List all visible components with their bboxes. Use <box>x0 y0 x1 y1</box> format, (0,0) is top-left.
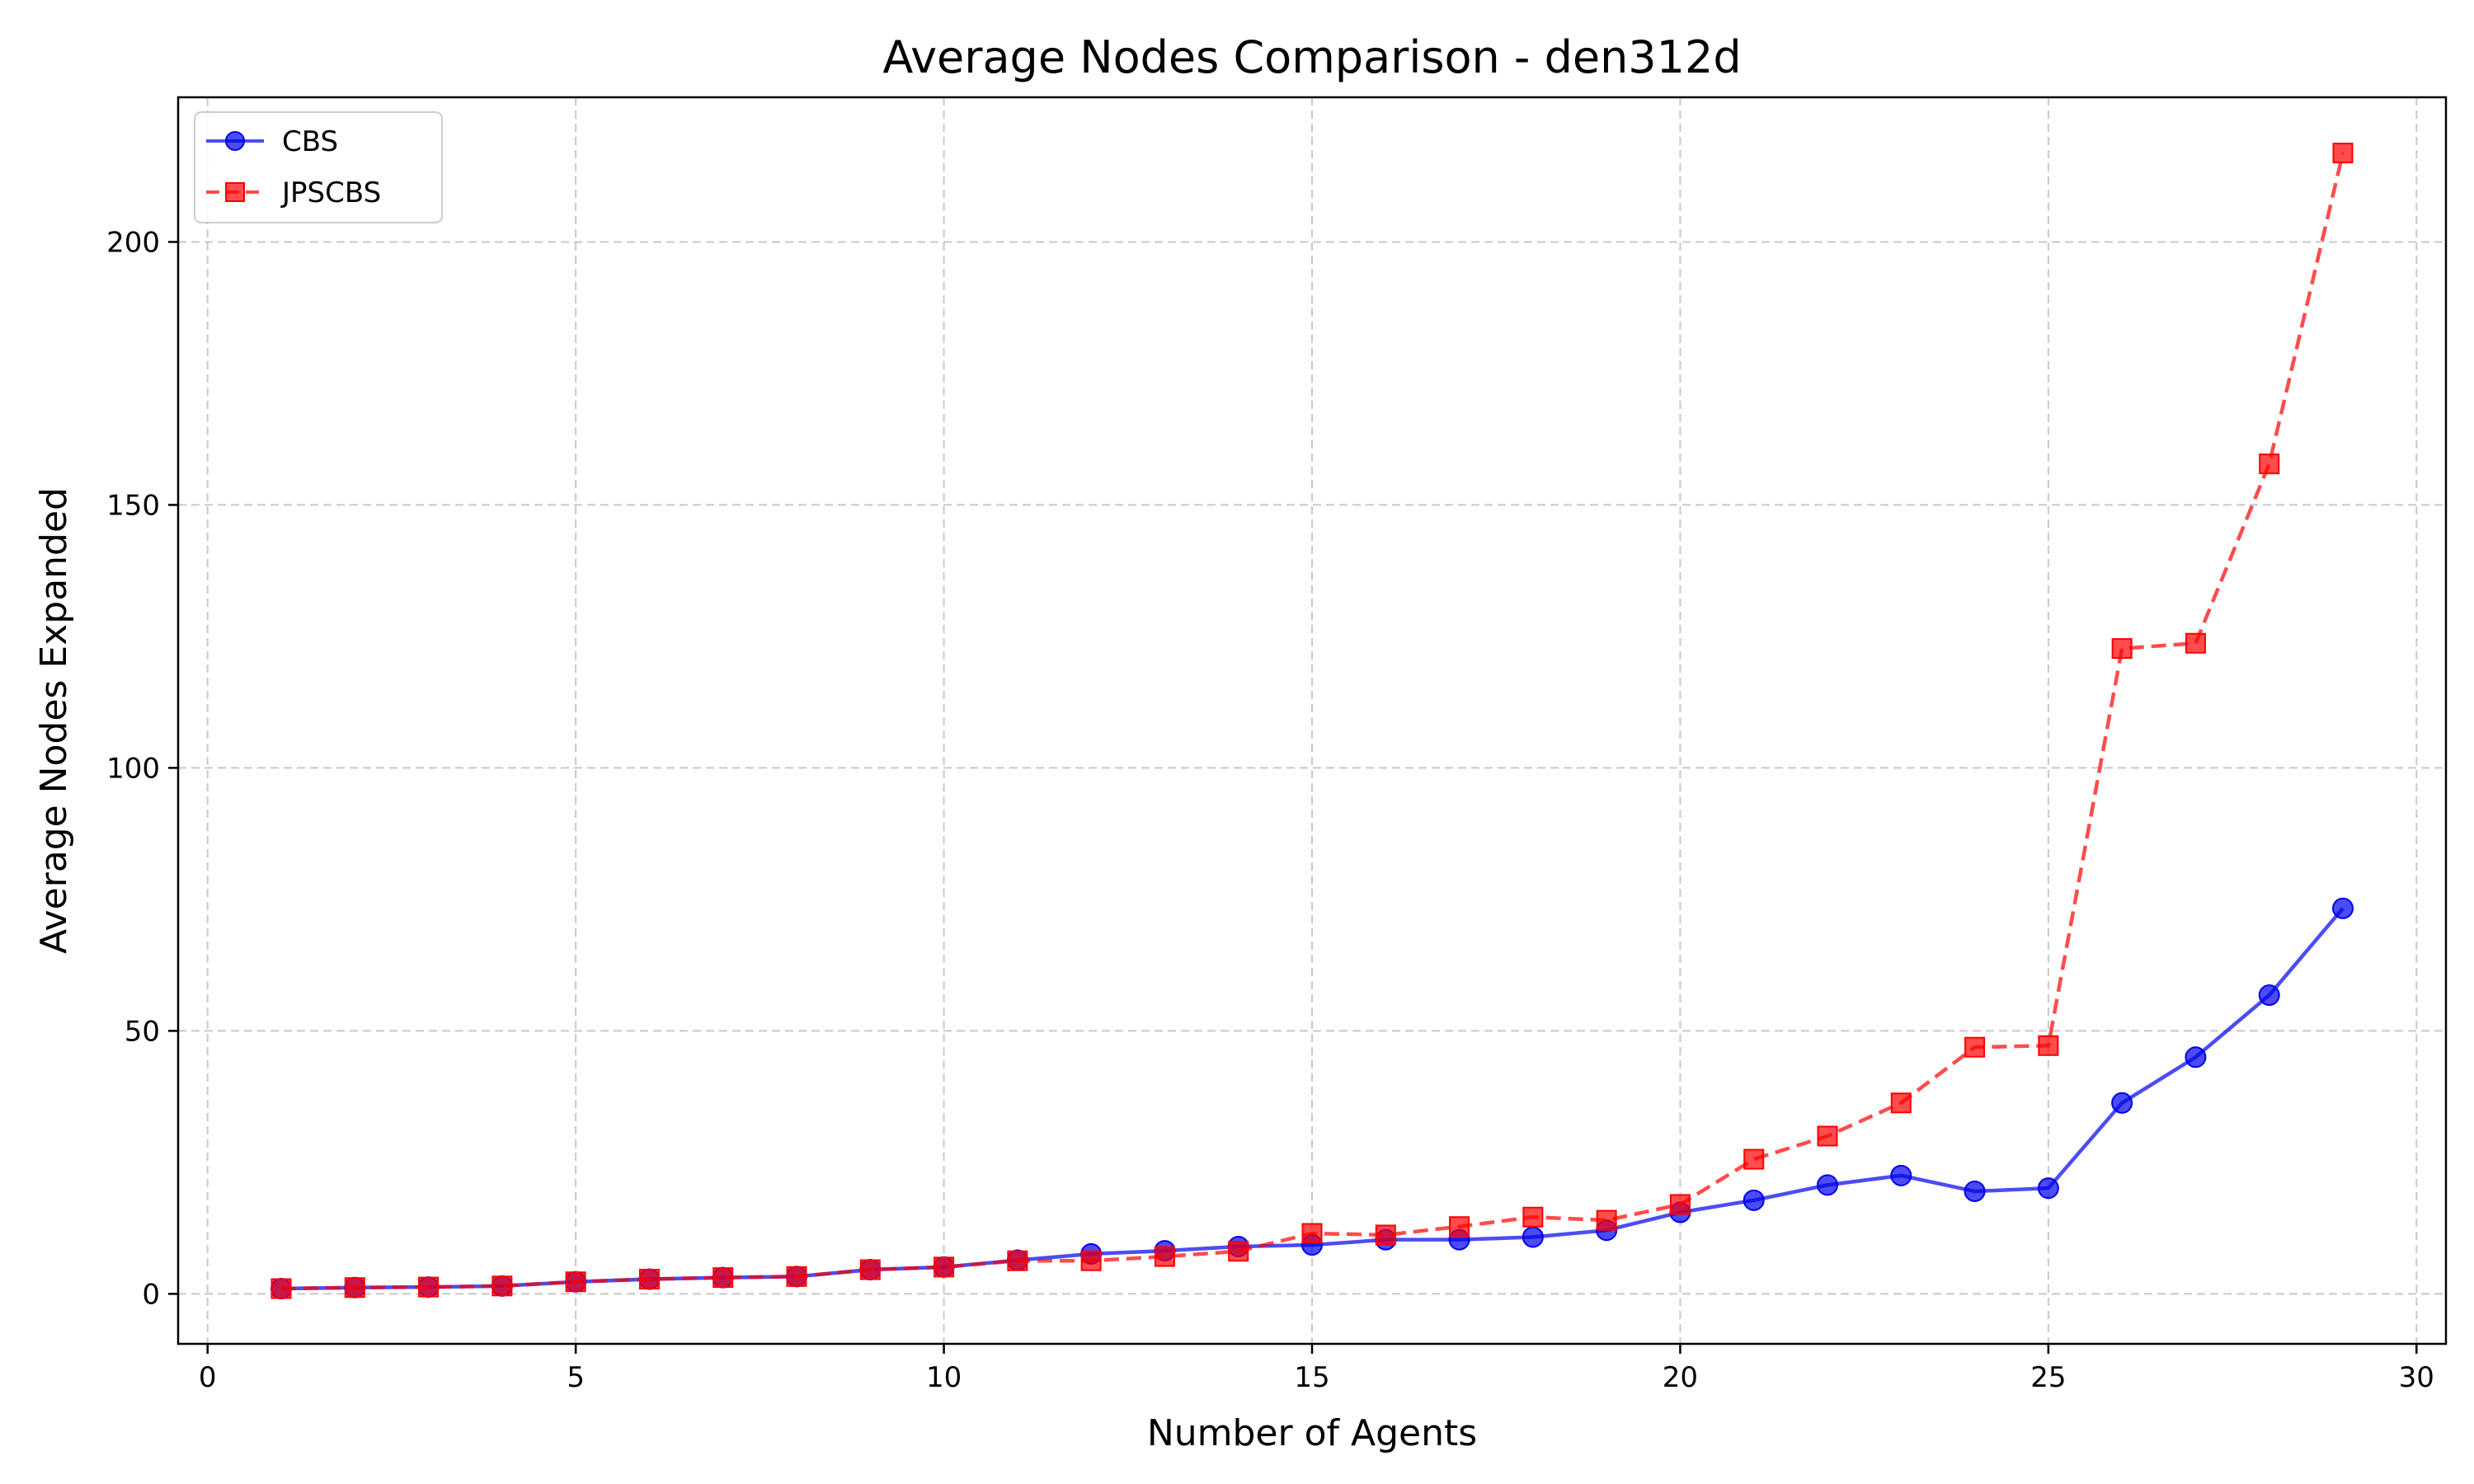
y-tick-label: 200 <box>106 226 160 259</box>
data-point-jpscbs <box>713 1267 734 1289</box>
legend-cbs-marker <box>225 131 245 151</box>
grid <box>178 97 2446 1344</box>
data-point-jpscbs <box>565 1271 586 1293</box>
data-point-jpscbs <box>638 1269 660 1290</box>
x-axis-label: Number of Agents <box>1147 1412 1477 1454</box>
x-tick-label: 0 <box>199 1361 217 1394</box>
data-point-jpscbs <box>1596 1209 1617 1231</box>
x-tick-label: 20 <box>1663 1361 1698 1394</box>
data-point-jpscbs <box>1743 1148 1765 1170</box>
data-point-jpscbs <box>2038 1035 2059 1056</box>
data-point-jpscbs <box>859 1259 881 1280</box>
y-tick-label: 0 <box>142 1278 160 1311</box>
data-point-cbs <box>1743 1189 1765 1211</box>
data-point-cbs <box>2111 1092 2133 1114</box>
y-tick-label: 150 <box>106 489 160 522</box>
series-layer <box>270 143 2354 1300</box>
ticks: 0 5 10 15 20 25 30 0 50 100 150 200 <box>106 226 2434 1394</box>
data-point-jpscbs <box>1375 1224 1396 1246</box>
data-point-cbs <box>1817 1174 1838 1196</box>
series-jpscbs <box>270 143 2354 1299</box>
x-tick-label: 15 <box>1294 1361 1329 1394</box>
y-tick-label: 100 <box>106 752 160 785</box>
data-point-cbs <box>2258 984 2280 1007</box>
data-point-jpscbs <box>2185 632 2206 654</box>
data-point-jpscbs <box>1817 1125 1838 1147</box>
x-tick-label: 10 <box>926 1361 962 1394</box>
data-point-jpscbs <box>2259 453 2280 475</box>
data-point-cbs <box>1964 1180 1986 1202</box>
data-point-cbs <box>2185 1046 2207 1068</box>
legend-jpscbs-marker <box>225 182 245 202</box>
data-point-jpscbs <box>1154 1246 1175 1267</box>
y-axis-label: Average Nodes Expanded <box>33 487 75 954</box>
data-point-cbs <box>2037 1177 2059 1200</box>
data-point-jpscbs <box>2111 638 2133 660</box>
data-point-jpscbs <box>1890 1092 1912 1114</box>
data-point-jpscbs <box>1080 1250 1102 1271</box>
data-point-jpscbs <box>492 1275 513 1297</box>
data-point-cbs <box>1890 1164 1912 1186</box>
data-point-jpscbs <box>1301 1223 1323 1244</box>
legend: CBS JPSCBS <box>194 111 443 223</box>
data-point-jpscbs <box>786 1266 807 1287</box>
x-tick-label: 5 <box>567 1361 585 1394</box>
data-point-jpscbs <box>270 1278 292 1299</box>
data-point-jpscbs <box>1007 1250 1028 1271</box>
legend-jpscbs-label: JPSCBS <box>280 176 381 209</box>
data-point-cbs <box>2332 897 2354 919</box>
data-point-jpscbs <box>1449 1216 1470 1237</box>
data-point-jpscbs <box>344 1277 365 1298</box>
legend-cbs-label: CBS <box>282 125 338 158</box>
x-tick-label: 25 <box>2030 1361 2066 1394</box>
data-point-jpscbs <box>1964 1036 1986 1058</box>
x-tick-label: 30 <box>2399 1361 2434 1394</box>
data-point-jpscbs <box>934 1256 955 1278</box>
data-point-jpscbs <box>1669 1194 1691 1215</box>
data-point-jpscbs <box>418 1276 440 1298</box>
data-point-jpscbs <box>1228 1241 1249 1262</box>
y-tick-label: 50 <box>125 1015 160 1048</box>
data-point-jpscbs <box>2332 143 2354 164</box>
data-point-jpscbs <box>1522 1206 1544 1228</box>
chart-title: Average Nodes Comparison - den312d <box>882 31 1741 83</box>
data-point-cbs <box>1522 1226 1544 1248</box>
